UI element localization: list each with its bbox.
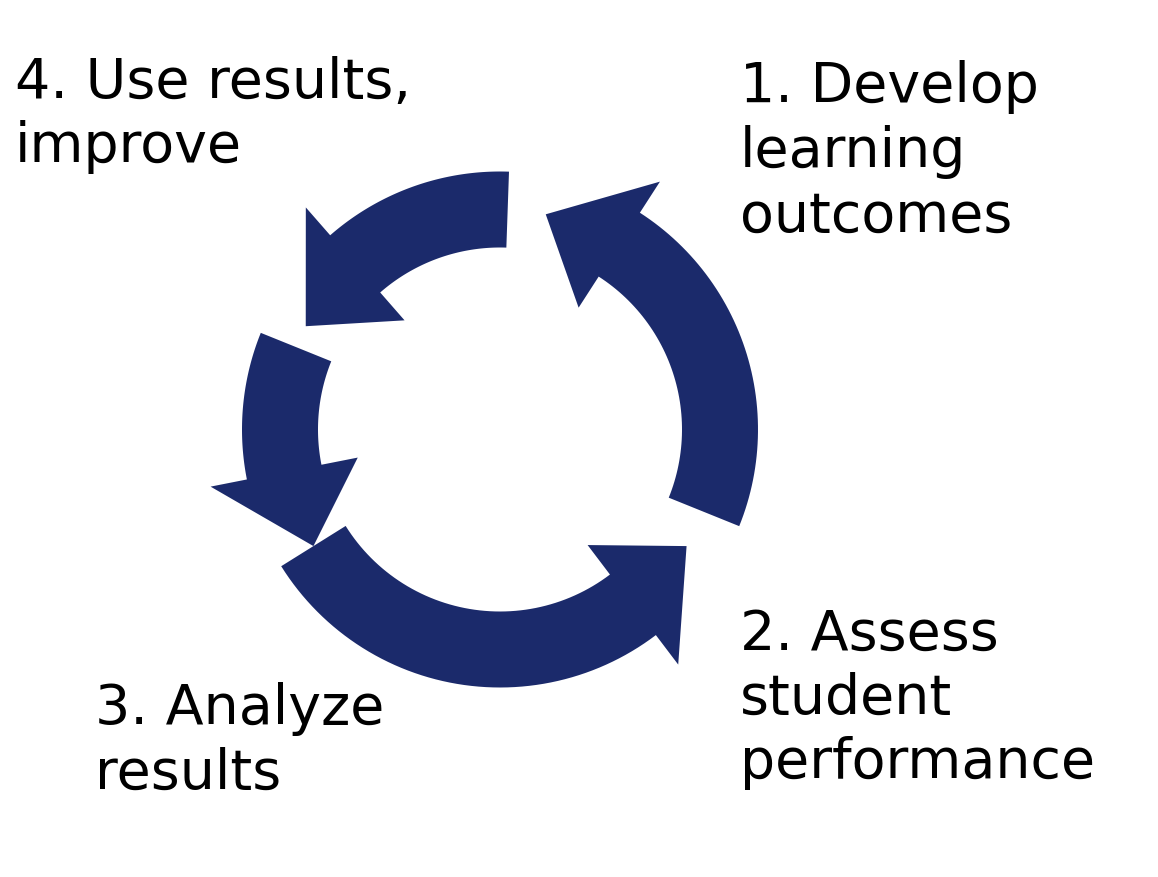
- Text: 3. Analyze
results: 3. Analyze results: [95, 681, 384, 800]
- Polygon shape: [545, 182, 758, 526]
- Polygon shape: [211, 333, 358, 546]
- Text: 1. Develop
learning
outcomes: 1. Develop learning outcomes: [740, 61, 1039, 243]
- Polygon shape: [306, 172, 510, 327]
- Polygon shape: [281, 526, 687, 688]
- Text: 2. Assess
student
performance: 2. Assess student performance: [740, 607, 1095, 789]
- Text: 4. Use results,
improve: 4. Use results, improve: [15, 55, 411, 174]
